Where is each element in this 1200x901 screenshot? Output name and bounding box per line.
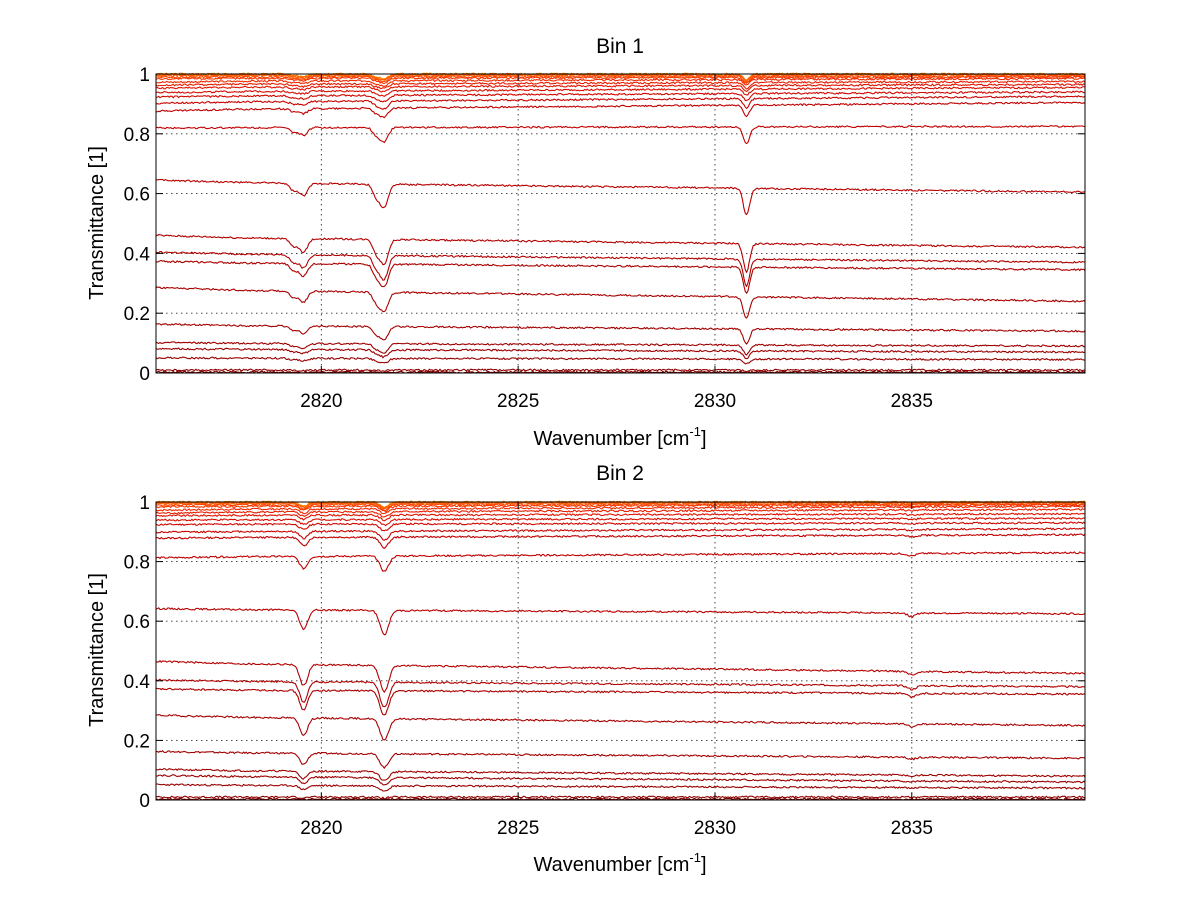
y-tick-label: 1 bbox=[139, 65, 150, 86]
subplot-bin-1: Bin 1 2820 2825 2830 2835 0 0.2 0.4 0.6 0.8 1 Wav… bbox=[86, 35, 1086, 450]
spectrum-line bbox=[155, 527, 1086, 541]
spectrum-line bbox=[155, 678, 1086, 708]
spectrum-line bbox=[155, 521, 1086, 532]
spectrum-line bbox=[155, 74, 1086, 84]
spectrum-line bbox=[155, 783, 1086, 792]
x-tick-label: 2825 bbox=[497, 391, 539, 412]
x-axis-label-sup: -1 bbox=[689, 850, 701, 865]
spectrum-line bbox=[155, 83, 1086, 93]
spectrum-line bbox=[155, 687, 1086, 716]
spectrum-line bbox=[155, 750, 1086, 769]
series-group bbox=[155, 500, 1086, 801]
y-axis-label: Transmittance [1] bbox=[86, 573, 108, 727]
spectrum-line bbox=[155, 95, 1086, 110]
spectrum-line bbox=[155, 501, 1086, 510]
spectrum-line bbox=[155, 75, 1086, 84]
spectrum-line bbox=[155, 795, 1086, 800]
subplot-bin-2: Bin 2 2820 2825 2830 2835 0 0.2 0.4 0.6 0.8 1 Wav… bbox=[86, 462, 1086, 876]
spectrum-line bbox=[155, 323, 1086, 345]
y-tick-label: 0.4 bbox=[124, 244, 151, 265]
y-tick-label: 0.2 bbox=[124, 304, 150, 325]
x-axis-label: Wavenumber [cm-1] bbox=[533, 850, 706, 876]
y-tick-label: 0.6 bbox=[124, 612, 150, 633]
spectrum-line bbox=[155, 503, 1086, 513]
spectrum-line bbox=[155, 178, 1086, 216]
y-tick-label: 0.6 bbox=[124, 185, 150, 206]
x-tick-label: 2825 bbox=[497, 818, 539, 839]
x-tick-label: 2820 bbox=[300, 818, 342, 839]
x-tick-label: 2835 bbox=[891, 818, 933, 839]
axes-frame bbox=[155, 73, 1086, 374]
spectrum-line bbox=[155, 660, 1086, 693]
y-tick-label: 1 bbox=[139, 493, 150, 514]
spectrum-line bbox=[155, 347, 1086, 360]
y-tick-label: 0.8 bbox=[124, 553, 150, 574]
spectrum-line bbox=[155, 768, 1086, 781]
subplot-title: Bin 1 bbox=[596, 35, 644, 58]
spectrum-line bbox=[155, 502, 1086, 511]
y-tick-label: 0.4 bbox=[124, 672, 151, 693]
y-axis-label: Transmittance [1] bbox=[86, 146, 108, 300]
spectrum-line bbox=[155, 341, 1086, 356]
spectrum-line bbox=[155, 505, 1086, 515]
spectrum-line bbox=[155, 90, 1086, 103]
x-tick-label: 2830 bbox=[694, 391, 736, 412]
spectrum-line bbox=[155, 124, 1085, 145]
spectrum-line bbox=[156, 101, 1086, 119]
spectrum-line bbox=[155, 516, 1086, 527]
axes-frame bbox=[155, 501, 1086, 801]
spectrum-line bbox=[155, 234, 1086, 273]
x-tick-label: 2830 bbox=[694, 818, 736, 839]
subplot-title: Bin 2 bbox=[596, 462, 644, 485]
spectrum-line bbox=[155, 356, 1086, 365]
spectrum-line bbox=[155, 508, 1086, 518]
x-axis-label-end: ] bbox=[701, 854, 707, 876]
y-tick-label: 0 bbox=[139, 791, 150, 812]
spectrum-line bbox=[155, 533, 1086, 549]
spectrum-line bbox=[155, 551, 1086, 572]
spectrum-line bbox=[155, 250, 1086, 287]
spectrum-line bbox=[155, 512, 1086, 522]
x-axis-label: Wavenumber [cm-1] bbox=[533, 424, 706, 450]
y-tick-label: 0.2 bbox=[124, 731, 150, 752]
y-tick-label: 0.8 bbox=[124, 125, 150, 146]
spectrum-line bbox=[155, 714, 1086, 741]
spectrum-line bbox=[155, 286, 1086, 319]
spectrum-line bbox=[155, 607, 1086, 636]
spectrum-line bbox=[155, 368, 1086, 373]
x-axis-label-main: Wavenumber [cm bbox=[533, 428, 689, 450]
spectrum-line bbox=[155, 80, 1086, 90]
x-axis-label-end: ] bbox=[701, 428, 707, 450]
ticks: 2820 2825 2830 2835 0 0.2 0.4 0.6 0.8 1 bbox=[124, 65, 1085, 412]
x-axis-label-main: Wavenumber [cm bbox=[533, 854, 689, 876]
spectrum-line bbox=[155, 77, 1086, 87]
ticks: 2820 2825 2830 2835 0 0.2 0.4 0.6 0.8 1 bbox=[124, 493, 1085, 839]
spectrum-line bbox=[155, 774, 1086, 786]
series-group bbox=[155, 72, 1086, 374]
x-tick-label: 2835 bbox=[891, 391, 933, 412]
x-axis-label-sup: -1 bbox=[689, 424, 701, 439]
spectrum-line bbox=[155, 259, 1086, 294]
spectrum-line bbox=[155, 86, 1086, 97]
y-tick-label: 0 bbox=[139, 364, 150, 385]
x-tick-label: 2820 bbox=[300, 391, 342, 412]
spectrum-line bbox=[155, 73, 1085, 83]
